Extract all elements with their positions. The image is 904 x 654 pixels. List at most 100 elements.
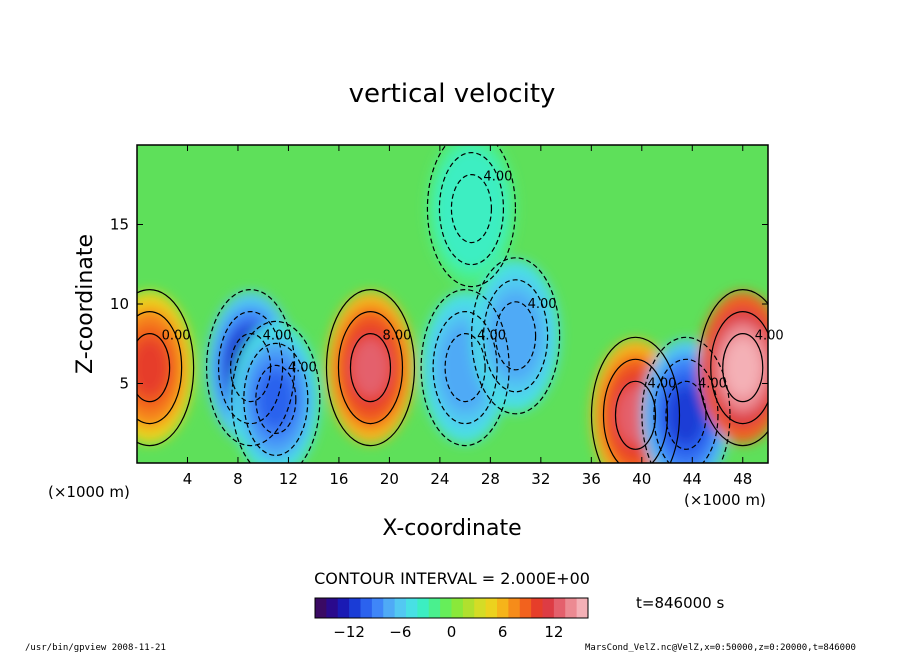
field-cell-5-level-3	[497, 306, 535, 366]
x-tick-label-5: 24	[430, 470, 449, 488]
colorbar-swatch-2	[337, 598, 350, 618]
contour-6-2	[450, 174, 493, 244]
colorbar-swatch-21	[553, 598, 566, 618]
colorbar-swatch-7	[394, 598, 407, 618]
contour-label-9: 4.00	[755, 329, 784, 344]
contour-interval-label: CONTOUR INTERVAL = 2.000E+00	[314, 569, 590, 588]
colorbar-swatch-18	[519, 598, 532, 618]
contour-7-0	[590, 336, 681, 463]
contour-1-2	[229, 333, 272, 403]
field-cell-9-level-3	[724, 338, 762, 398]
x-tick-label-4: 20	[380, 470, 399, 488]
colorbar-ticks: −12 −6 0 6 12	[333, 623, 563, 641]
plot-area: 0.00 4.00 4.00 8.00 4.00 4.00 4.00 4.00 4.00 4.00	[136, 144, 784, 464]
contour-8-2	[665, 380, 707, 450]
x-axis-ticks: 4 8 12 16 20 24 28 32 36 40 44 48	[183, 145, 752, 488]
colorbar-swatch-17	[508, 598, 521, 618]
contour-lines	[137, 145, 768, 463]
contour-label-4: 4.00	[477, 329, 506, 344]
contour-label-6: 4.00	[483, 170, 512, 185]
x-tick-label-9: 40	[632, 470, 651, 488]
contour-2-1	[243, 342, 309, 456]
colorbar-swatch-16	[497, 598, 509, 618]
field-cell-8-level-3	[667, 385, 705, 445]
x-tick-label-0: 4	[183, 470, 193, 488]
colorbar-swatch-8	[406, 598, 418, 618]
y-tick-label-1: 10	[110, 295, 129, 313]
colorbar-swatch-23	[576, 598, 589, 618]
contour-9-0	[698, 289, 768, 447]
x-unit-label-left: (×1000 m)	[48, 483, 130, 501]
colorbar-tick-label-1: −6	[389, 623, 411, 641]
x-unit-label-right: (×1000 m)	[684, 491, 766, 509]
colorbar-swatch-6	[383, 598, 396, 618]
colorbar-tick-label-4: 12	[544, 623, 563, 641]
y-tick-label-2: 15	[110, 216, 129, 234]
contour-0-1	[137, 311, 183, 425]
colorbar-frame	[314, 597, 589, 619]
colorbar	[314, 597, 589, 619]
contour-7-2	[614, 380, 657, 450]
contour-8-0	[641, 336, 731, 463]
contour-0-2	[137, 333, 171, 403]
y-axis-ticks: 5 10 15	[110, 216, 768, 393]
contour-6-0	[426, 145, 517, 288]
contour-3-0	[325, 289, 416, 447]
colorbar-swatch-1	[326, 598, 339, 618]
footer-left: /usr/bin/gpview 2008-11-21	[25, 643, 166, 653]
contour-5-1	[482, 279, 549, 393]
colorbar-swatch-20	[542, 598, 555, 618]
contour-label-1: 4.00	[263, 329, 292, 344]
x-tick-label-8: 36	[582, 470, 601, 488]
colorbar-swatch-11	[440, 598, 452, 618]
colorbar-swatch-0	[315, 598, 327, 618]
x-tick-label-6: 28	[481, 470, 500, 488]
x-tick-label-3: 16	[329, 470, 348, 488]
y-tick-label-0: 5	[119, 375, 129, 393]
chart-title: vertical velocity	[349, 79, 556, 109]
contour-3-1	[337, 311, 404, 425]
x-tick-label-1: 8	[233, 470, 243, 488]
colorbar-swatch-15	[485, 598, 498, 618]
field-cell-6-level-3	[452, 179, 490, 239]
contour-label-8: 4.00	[698, 376, 727, 391]
contour-6-1	[438, 152, 505, 266]
contour-labels: 0.00 4.00 4.00 8.00 4.00 4.00 4.00 4.00 4.00 4.00	[162, 170, 784, 392]
contour-label-7: 4.00	[647, 376, 676, 391]
velocity-field	[137, 145, 768, 463]
colorbar-swatch-12	[451, 598, 464, 618]
colorbar-swatch-22	[565, 598, 578, 618]
colorbar-tick-label-2: 0	[447, 623, 457, 641]
contour-label-3: 8.00	[382, 329, 411, 344]
time-label: t=846000 s	[636, 594, 724, 612]
contour-3-2	[349, 333, 392, 403]
field-cell-0-level-3	[137, 338, 169, 398]
colorbar-tick-label-3: 6	[498, 623, 508, 641]
colorbar-swatch-5	[371, 598, 384, 618]
colorbar-swatch-4	[360, 598, 373, 618]
colorbar-swatch-19	[531, 598, 543, 618]
x-tick-label-10: 44	[683, 470, 702, 488]
footer-right: MarsCond_VelZ.nc@VelZ,x=0:50000,z=0:2000…	[585, 643, 856, 653]
contour-1-0	[205, 289, 296, 447]
field-cell-2-level-3	[257, 369, 295, 429]
colorbar-swatch-9	[417, 598, 430, 618]
contour-0-0	[137, 289, 195, 447]
field-cell-3-level-3	[351, 338, 389, 398]
contour-2-0	[231, 320, 321, 463]
contour-label-0: 0.00	[162, 329, 191, 344]
x-tick-label-7: 32	[531, 470, 550, 488]
colorbar-tick-label-0: −12	[333, 623, 365, 641]
x-tick-label-11: 48	[733, 470, 752, 488]
colorbar-swatch-14	[474, 598, 487, 618]
x-axis-label: X-coordinate	[382, 516, 521, 541]
colorbar-swatch-3	[349, 598, 361, 618]
contour-label-5: 4.00	[528, 297, 557, 312]
contour-4-1	[432, 311, 498, 425]
colorbar-swatch-13	[462, 598, 475, 618]
contour-8-1	[653, 358, 719, 463]
contour-2-2	[255, 364, 297, 434]
y-axis-label: Z-coordinate	[73, 234, 98, 374]
contour-label-2: 4.00	[288, 360, 317, 375]
